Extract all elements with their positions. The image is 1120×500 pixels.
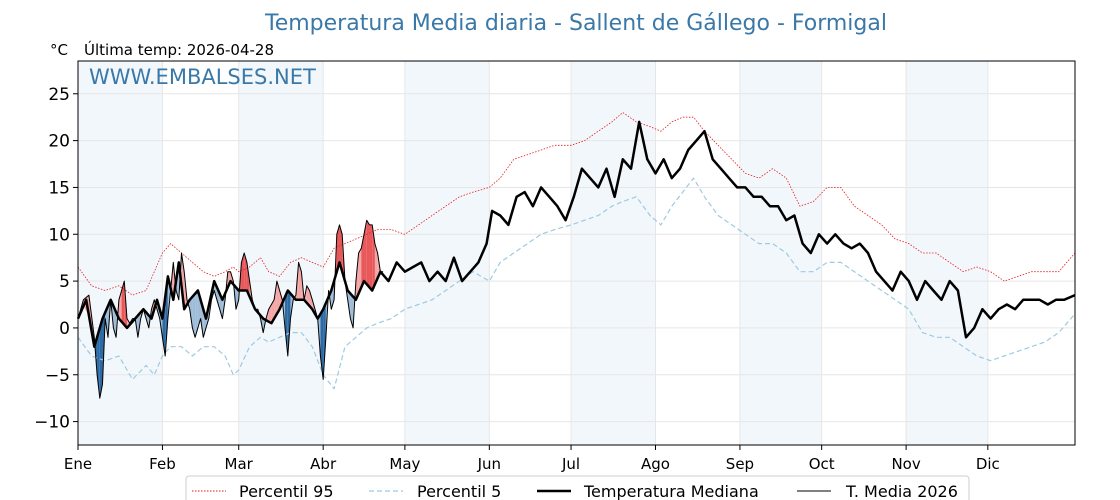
anomaly-fill-cold — [97, 327, 100, 399]
y-tick-label: 25 — [48, 85, 70, 105]
x-tick-label: Mar — [225, 455, 254, 473]
anomaly-fill-warm — [309, 290, 313, 310]
anomaly-fill-cold — [287, 290, 291, 357]
anomaly-fill-cold — [285, 290, 288, 357]
series-line-p95 — [77, 112, 1076, 296]
anomaly-fill-warm — [366, 220, 370, 288]
unit-label: °C — [50, 41, 68, 59]
month-band-3 — [571, 61, 656, 445]
y-tick-label: −5 — [45, 366, 70, 386]
anomaly-fill-warm — [298, 262, 302, 300]
x-tick-label: Ago — [641, 455, 670, 473]
y-tick-label: 5 — [59, 272, 70, 292]
legend-label-p5: Percentil 5 — [417, 482, 501, 500]
x-tick-label: Jun — [477, 455, 501, 473]
legend-label-2026: T. Media 2026 — [845, 482, 958, 500]
anomaly-fill-warm — [336, 224, 340, 272]
y-tick-label: 15 — [48, 178, 70, 198]
legend-label-median: Temperatura Mediana — [583, 482, 759, 500]
anomaly-fill-warm — [241, 253, 245, 291]
anomaly-fill-warm — [274, 281, 277, 319]
anomaly-fill-warm — [358, 248, 362, 294]
x-tick-label: Feb — [149, 455, 176, 473]
anomaly-fill-cold — [323, 302, 326, 380]
x-tick-label: Jul — [561, 455, 580, 473]
anomaly-fill-cold — [99, 318, 103, 399]
x-tick-label: Nov — [891, 455, 920, 473]
legend-box — [185, 475, 970, 500]
month-band-0 — [78, 61, 163, 445]
chart-title: Temperatura Media diaria - Sallent de Gá… — [264, 11, 887, 36]
month-band-2 — [404, 61, 490, 445]
last-temp-label: Última temp: 2026-04-28 — [84, 40, 274, 59]
anomaly-fill-warm — [339, 224, 343, 272]
x-tick-label: Sep — [726, 455, 754, 473]
x-tick-label: Dic — [976, 455, 1000, 473]
anomaly-fill-warm — [268, 304, 272, 324]
anomaly-fill-warm — [121, 281, 125, 325]
y-tick-label: 10 — [48, 225, 70, 245]
x-tick-label: Abr — [310, 455, 337, 473]
anomaly-fill-warm — [306, 285, 310, 307]
anomaly-fill-warm — [369, 224, 373, 291]
anomaly-fill-warm — [361, 234, 365, 288]
anomaly-fill-warm — [246, 262, 250, 297]
anomaly-fill-warm — [244, 253, 247, 291]
y-tick-label: 0 — [59, 319, 70, 339]
watermark: WWW.EMBALSES.NET — [89, 65, 316, 89]
x-tick-label: Ene — [64, 455, 92, 473]
x-tick-label: May — [389, 455, 420, 473]
anomaly-fill-warm — [374, 243, 378, 285]
anomaly-fill-warm — [364, 220, 367, 285]
series-lines — [76, 112, 1076, 399]
series-line-median — [76, 120, 1076, 348]
y-tick-label: −10 — [34, 413, 70, 433]
legend: Percentil 95 Percentil 5 Temperatura Med… — [185, 475, 970, 500]
x-axis-ticks: Ene Feb Mar Abr May Jun Jul Ago Sep Oct Nov Dic — [64, 445, 1000, 473]
month-band-5 — [906, 61, 988, 445]
plot-frame — [77, 60, 1076, 446]
x-tick-label: Oct — [809, 455, 835, 473]
y-tick-label: 20 — [48, 132, 70, 152]
anomaly-fill-cold — [195, 290, 198, 338]
legend-label-p95: Percentil 95 — [239, 482, 334, 500]
anomaly-fill-cold — [235, 287, 239, 310]
plot-background — [78, 61, 988, 445]
month-band-4 — [739, 61, 822, 445]
y-axis-ticks: −10 −5 0 5 10 15 20 25 — [34, 85, 78, 433]
anomaly-fill-cold — [192, 293, 196, 338]
month-band-1 — [238, 61, 324, 445]
series-line-y2026 — [77, 219, 384, 399]
